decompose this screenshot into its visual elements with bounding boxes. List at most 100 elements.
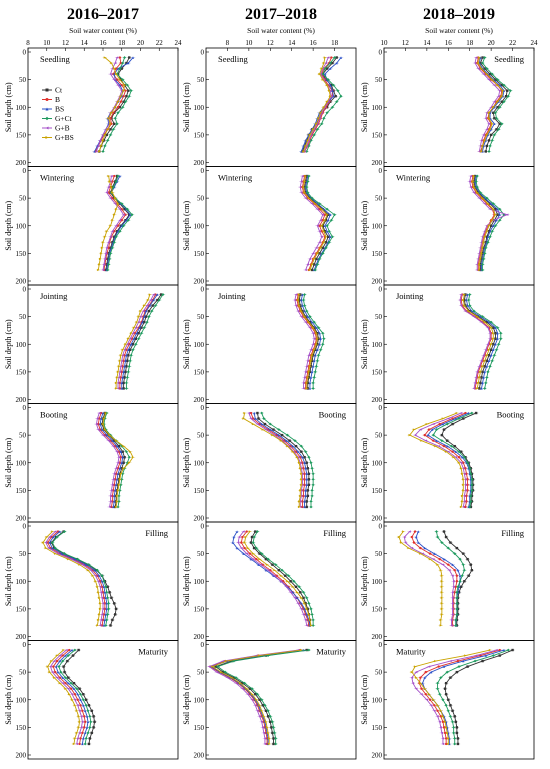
panel-frame bbox=[383, 47, 535, 167]
data-point-G+Ct bbox=[487, 150, 491, 153]
y-tick-label: 0 bbox=[201, 167, 205, 175]
data-point-G+Ct bbox=[327, 229, 331, 233]
data-point-BS bbox=[483, 370, 486, 374]
data-point-G+Ct bbox=[322, 337, 326, 341]
data-point-B bbox=[424, 670, 427, 674]
data-point-Ct bbox=[489, 133, 493, 137]
data-point-G+Ct bbox=[317, 353, 320, 357]
data-point-G+B bbox=[304, 320, 307, 324]
data-point-G+BS bbox=[410, 670, 414, 674]
data-point-G+BS bbox=[423, 687, 426, 690]
data-point-G+Ct bbox=[469, 472, 473, 476]
panel-frame bbox=[27, 166, 179, 286]
data-point-G+Ct bbox=[145, 320, 149, 324]
data-point-G+Ct bbox=[115, 122, 119, 126]
data-point-G+B bbox=[469, 174, 472, 178]
data-point-G+B bbox=[294, 304, 298, 307]
data-point-G+Ct bbox=[277, 428, 281, 432]
data-point-BS bbox=[235, 546, 239, 550]
data-point-G+B bbox=[439, 726, 442, 729]
y-tick-label: 0 bbox=[23, 49, 27, 57]
data-point-G+Ct bbox=[76, 557, 80, 561]
y-axis-title: Soil depth (cm) bbox=[182, 675, 191, 725]
data-point-G+B bbox=[474, 376, 478, 379]
data-point-BS bbox=[113, 494, 116, 498]
data-point-G+Ct bbox=[438, 692, 442, 696]
data-point-G+BS bbox=[444, 726, 448, 729]
data-point-G+Ct bbox=[88, 725, 92, 729]
data-point-G+Ct bbox=[481, 315, 485, 319]
data-point-G+BS bbox=[266, 731, 270, 735]
data-point-G+BS bbox=[299, 467, 302, 470]
data-point-G+Ct bbox=[445, 422, 449, 426]
y-tick-label: 0 bbox=[23, 167, 27, 175]
series-line-G+BS bbox=[98, 57, 126, 152]
data-point-G+BS bbox=[114, 207, 118, 211]
data-point-Ct bbox=[87, 704, 91, 707]
data-point-G+BS bbox=[55, 654, 59, 657]
data-point-G+Ct bbox=[216, 665, 220, 669]
data-point-G+BS bbox=[70, 698, 74, 701]
data-point-G+Ct bbox=[312, 375, 316, 379]
data-point-G+Ct bbox=[268, 422, 272, 426]
data-point-Ct bbox=[511, 648, 514, 652]
y-tick-label: 50 bbox=[19, 195, 27, 203]
data-point-G+B bbox=[506, 213, 509, 216]
data-point-G+Ct bbox=[483, 251, 487, 255]
data-point-BS bbox=[54, 665, 58, 668]
data-point-G+B bbox=[98, 411, 101, 415]
series-line-G+B bbox=[96, 57, 123, 152]
data-point-BS bbox=[144, 309, 148, 313]
data-point-G+Ct bbox=[469, 499, 473, 503]
data-point-BS bbox=[232, 535, 236, 539]
data-point-G+Ct bbox=[436, 681, 440, 685]
data-point-G+Ct bbox=[339, 94, 343, 98]
data-point-BS bbox=[84, 563, 88, 566]
data-point-G+BS bbox=[101, 139, 105, 142]
data-point-Ct bbox=[470, 569, 474, 572]
data-point-G+BS bbox=[67, 557, 70, 561]
x-tick-label: 18 bbox=[466, 39, 474, 47]
data-point-G+Ct bbox=[107, 601, 111, 605]
legend-marker-B bbox=[45, 98, 49, 101]
data-point-Ct bbox=[110, 596, 113, 600]
data-point-Ct bbox=[466, 557, 469, 561]
data-point-B bbox=[423, 433, 426, 437]
data-point-G+BS bbox=[476, 191, 479, 194]
data-point-G+Ct bbox=[490, 72, 494, 76]
data-point-G+BS bbox=[279, 439, 283, 442]
series-line-G+Ct bbox=[432, 412, 473, 508]
panel-seedling-1: 0 50 100 150 200 Soil depth (cm) 8 10 12 14 16 18 Se… bbox=[182, 39, 357, 167]
data-point-G+Ct bbox=[161, 293, 165, 296]
data-point-G+BS bbox=[314, 202, 317, 205]
data-point-G+B bbox=[299, 185, 302, 189]
data-point-G+B bbox=[245, 552, 248, 555]
data-point-G+Ct bbox=[439, 676, 443, 680]
data-point-G+Ct bbox=[127, 455, 131, 459]
data-point-G+BS bbox=[295, 591, 299, 594]
data-point-G+BS bbox=[291, 450, 294, 453]
series-line-G+BS bbox=[47, 649, 81, 745]
y-tick-label: 200 bbox=[16, 396, 27, 404]
data-point-G+Ct bbox=[312, 320, 316, 324]
data-point-G+Ct bbox=[461, 563, 465, 567]
data-point-G+Ct bbox=[310, 466, 314, 470]
y-axis-title: Soil depth (cm) bbox=[182, 319, 191, 369]
data-point-G+Ct bbox=[88, 714, 92, 718]
data-point-B bbox=[457, 456, 461, 459]
data-point-B bbox=[79, 737, 82, 740]
data-point-G+B bbox=[468, 180, 471, 183]
data-point-G+BS bbox=[308, 365, 312, 368]
data-point-G+Ct bbox=[105, 618, 109, 622]
data-point-G+BS bbox=[472, 185, 476, 189]
data-point-G+BS bbox=[107, 174, 110, 178]
data-point-G+Ct bbox=[492, 133, 496, 137]
data-point-BS bbox=[119, 450, 123, 453]
data-point-G+BS bbox=[306, 376, 309, 379]
data-point-G+B bbox=[241, 687, 244, 690]
data-point-G+BS bbox=[440, 596, 444, 600]
y-axis-title: Soil depth (cm) bbox=[4, 319, 13, 369]
data-point-G+BS bbox=[488, 648, 492, 652]
data-point-G+BS bbox=[329, 95, 332, 98]
panel-booting-2: 0 50 100 150 200 Soil depth (cm) Booting bbox=[360, 403, 535, 523]
